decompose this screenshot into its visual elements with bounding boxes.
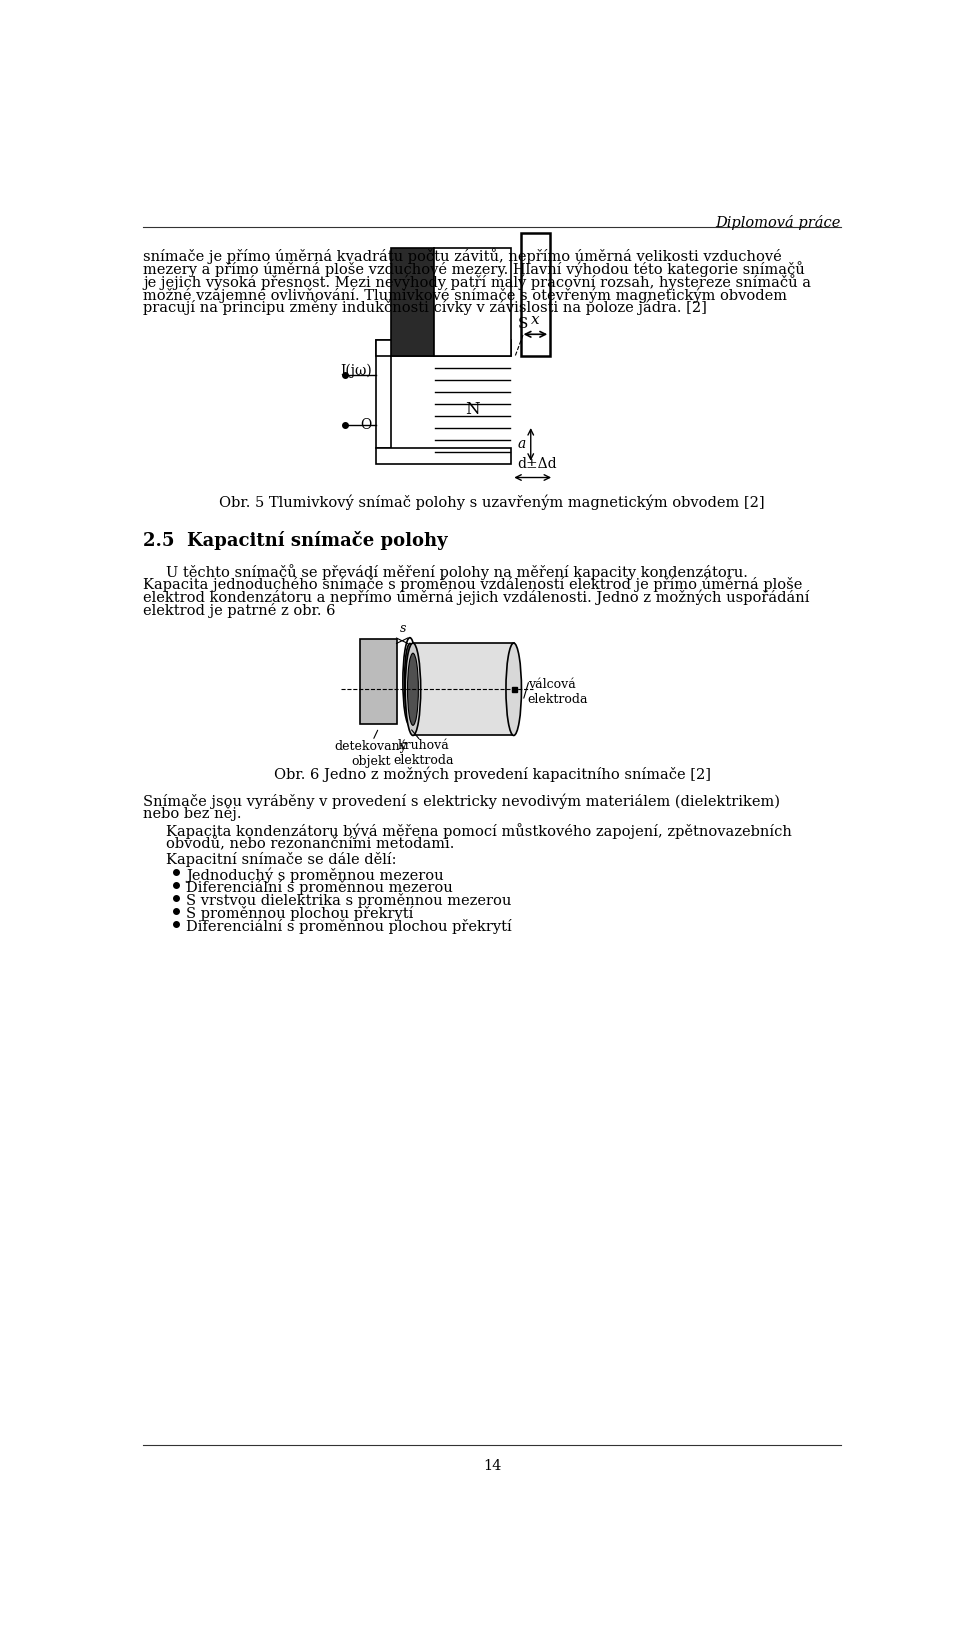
Text: Obr. 5 Tlumivkový snímač polohy s uzavřeným magnetickým obvodem [2]: Obr. 5 Tlumivkový snímač polohy s uzavře… [219,495,765,510]
Text: Diferenciální s proměnnou mezerou: Diferenciální s proměnnou mezerou [186,879,452,896]
Text: a: a [517,437,525,452]
Text: Kapacitní snímače se dále dělí:: Kapacitní snímače se dále dělí: [166,851,397,866]
Bar [375,340,392,449]
Text: snímače je přímo úměrná kvadrátu počtu závitů, nepřímo úměrná velikosti vzduchov: snímače je přímo úměrná kvadrátu počtu z… [143,248,782,264]
Text: S vrstvou dielektrika s proměnnou mezerou: S vrstvou dielektrika s proměnnou mezero… [186,893,512,908]
Text: Diplomová práce: Diplomová práce [715,214,841,229]
Bar [375,340,512,356]
Text: detekovaný
objekt: detekovaný objekt [335,739,407,767]
Bar [520,233,550,356]
Text: S proměnnou plochou překrytí: S proměnnou plochou překrytí [186,906,413,921]
Text: Obr. 6 Jedno z možných provedení kapacitního snímače [2]: Obr. 6 Jedno z možných provedení kapacit… [274,766,710,782]
Ellipse shape [404,644,416,719]
Text: kruhová
elektroda: kruhová elektroda [394,739,454,767]
Text: válcová
elektroda: válcová elektroda [528,678,588,706]
Bar [512,686,516,691]
Ellipse shape [405,644,420,736]
Text: 14: 14 [483,1459,501,1473]
Text: d±Δd: d±Δd [516,457,557,472]
Bar [413,644,514,736]
Text: S: S [517,317,528,332]
Text: možné vzájemné ovlivňování. Tlumivkové snímače s otevřeným magnetickým obvodem: možné vzájemné ovlivňování. Tlumivkové s… [143,287,787,304]
Text: elektrod je patrné z obr. 6: elektrod je patrné z obr. 6 [143,602,336,619]
Ellipse shape [408,653,419,726]
Text: Snímače jsou vyráběny v provedení s elektricky nevodivým materiálem (dielektrike: Snímače jsou vyráběny v provedení s elek… [143,794,780,808]
Text: O: O [361,417,372,432]
Text: je jejich vysoká přesnost. Mezi nevýhody patří malý pracovní rozsah, hystereze s: je jejich vysoká přesnost. Mezi nevýhody… [143,274,811,290]
Text: Diferenciální s proměnnou plochou překrytí: Diferenciální s proměnnou plochou překry… [186,919,512,934]
Text: elektrod kondenzátoru a nepřímo úměrná jejich vzdálenosti. Jedno z možných uspoř: elektrod kondenzátoru a nepřímo úměrná j… [143,591,809,606]
Text: U těchto snímačů se převádí měření polohy na měření kapacity kondenzátoru.: U těchto snímačů se převádí měření poloh… [166,564,749,579]
Text: s: s [399,622,406,635]
Text: Kapacita jednoduchého snímače s proměnou vzdáleností elektrod je přímo úměrná pl: Kapacita jednoduchého snímače s proměnou… [143,578,803,592]
Text: obvodů, nebo rezonančními metodami.: obvodů, nebo rezonančními metodami. [166,837,455,851]
Bar [434,248,512,356]
Text: x: x [531,312,540,327]
Bar [392,248,434,356]
Bar [360,639,397,724]
Ellipse shape [506,644,521,736]
Text: mezery a přímo úměrná ploše vzduchové mezery. Hlavní výhodou této kategorie sním: mezery a přímo úměrná ploše vzduchové me… [143,261,805,277]
Text: pracují na principu změny indukčnosti cívky v závislosti na poloze jádra. [2]: pracují na principu změny indukčnosti cí… [143,300,708,315]
Text: N: N [466,401,480,417]
Text: Jednoduchý s proměnnou mezerou: Jednoduchý s proměnnou mezerou [186,868,444,883]
Text: nebo bez něj.: nebo bez něj. [143,807,242,822]
Text: Kapacita kondenzátoru bývá měřena pomocí můstkového zapojení, zpětnovazebních: Kapacita kondenzátoru bývá měřena pomocí… [166,823,792,840]
Text: 2.5  Kapacitní snímače polohy: 2.5 Kapacitní snímače polohy [143,531,448,551]
Text: I(jω): I(jω) [340,365,372,378]
Bar [375,449,512,464]
